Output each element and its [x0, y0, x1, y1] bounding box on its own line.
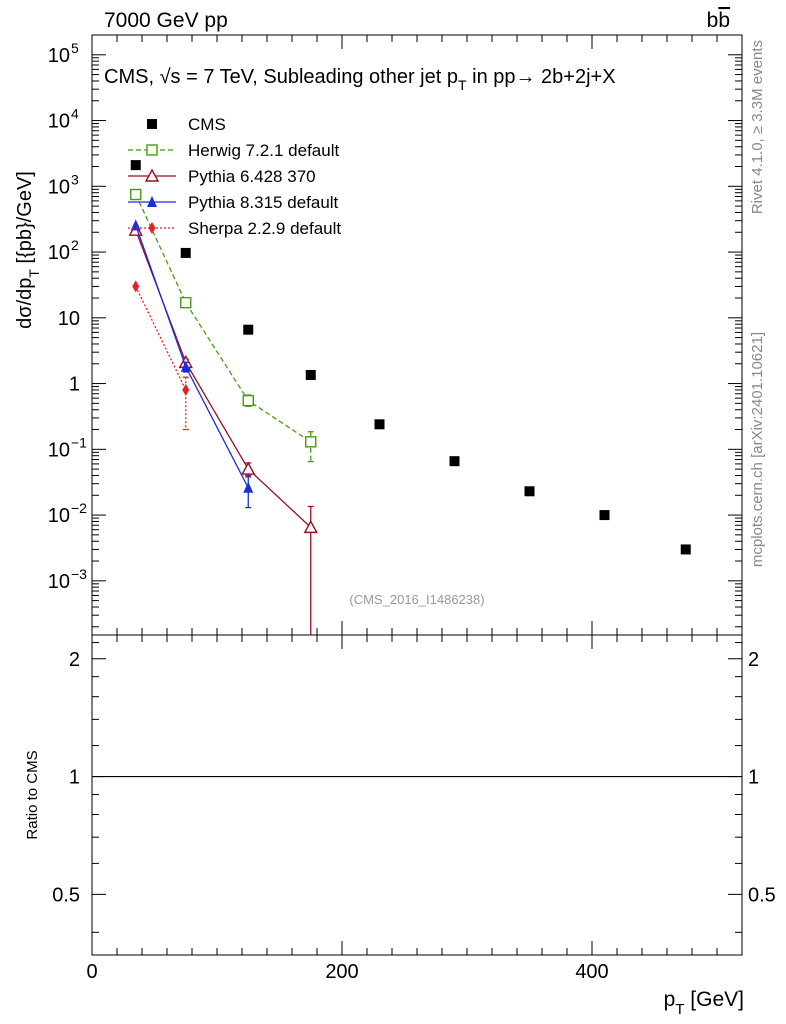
data-point [130, 160, 141, 171]
ylabel-sub: T [26, 269, 42, 278]
ylabel-rest: [{pb}/GeV] [14, 171, 36, 269]
ratio-tick-label: 0.5 [52, 884, 80, 906]
header-left: 7000 GeV pp [104, 9, 228, 32]
data-point [130, 188, 142, 201]
series-cms [130, 160, 691, 555]
legend-label: CMS [188, 115, 226, 134]
x-axis-label: pT [GeV] [664, 988, 744, 1018]
plot-title: CMS, √s = 7 TeV, Subleading other jet pT… [104, 66, 616, 93]
ratio-tick-label-right: 2 [748, 649, 759, 671]
ratio-y-axis-label: Ratio to CMS [24, 750, 41, 839]
data-point [243, 324, 254, 335]
data-point [241, 461, 256, 475]
series-pythia8 [130, 219, 254, 509]
y-tick-label: 10 [48, 176, 70, 198]
y-tick-exponent: 5 [71, 40, 79, 56]
title-text: s = 7 TeV, Subleading other jet p [171, 66, 458, 88]
data-point [242, 394, 254, 407]
title-subscript: T [458, 77, 467, 93]
legend: CMS Herwig 7.2.1 default Pythia 6.428 370 P… [128, 115, 341, 238]
header-right: bb [707, 9, 730, 32]
y-tick-exponent: 4 [71, 106, 79, 122]
series-line [135, 194, 312, 443]
xlabel-rest: [GeV] [684, 988, 744, 1011]
x-tick-label: 400 [575, 961, 608, 983]
ratio-plot-frame [91, 634, 743, 956]
header-right-bbar: b [718, 9, 730, 32]
ratio-tick-label-right: 1 [748, 767, 759, 789]
ratio-tick-label-right: 0.5 [748, 884, 776, 906]
data-point [182, 383, 190, 396]
legend-label: Pythia 8.315 default [188, 193, 339, 212]
data-point [449, 456, 460, 467]
ratio-tick-label: 2 [69, 649, 80, 671]
analysis-tag: (CMS_2016_I1486238) [349, 592, 484, 607]
y-tick-exponent: −3 [71, 566, 87, 582]
title-prefix: CMS, [104, 66, 160, 88]
xlabel-sub: T [675, 1001, 684, 1018]
series-sherpa [132, 280, 190, 431]
data-point [599, 510, 610, 521]
y-tick-label: 10 [48, 439, 70, 461]
x-tick-label: 0 [86, 961, 97, 983]
y-axis-label: dσ/dpT [{pb}/GeV] [14, 171, 42, 329]
ratio-tick-label: 1 [69, 767, 80, 789]
legend-label: Pythia 6.428 370 [188, 167, 316, 186]
y-tick-exponent: −1 [71, 434, 87, 450]
data-point [180, 247, 191, 258]
y-tick-exponent: −2 [71, 500, 87, 516]
rivet-version-label: Rivet 4.1.0, ≥ 3.3M events [749, 40, 766, 214]
y-tick-label: 1 [69, 374, 80, 396]
data-point [130, 219, 141, 231]
legend-label: Sherpa 2.2.9 default [188, 219, 341, 238]
data-point [374, 419, 385, 430]
data-point [180, 360, 191, 372]
data-series [128, 160, 691, 635]
data-point [524, 486, 535, 497]
data-point [305, 436, 317, 448]
xlabel-main: p [664, 988, 676, 1011]
title-sqrt: √ [160, 66, 171, 88]
mcplots-label: mcplots.cern.ch [arXiv:2401.10621] [749, 332, 766, 567]
ylabel-main: dσ/dp [14, 278, 36, 329]
data-point [680, 544, 691, 555]
data-point [303, 519, 318, 534]
series-line [135, 225, 249, 489]
series-herwig [130, 188, 317, 463]
title-suffix: in pp→ 2b+2j+X [467, 66, 616, 88]
y-tick-exponent: 2 [71, 237, 79, 253]
data-point [180, 296, 192, 309]
data-point [146, 144, 158, 156]
y-tick-label: 10 [58, 308, 80, 330]
data-point [132, 280, 140, 293]
data-point [147, 119, 157, 129]
data-point [147, 196, 157, 207]
legend-label: Herwig 7.2.1 default [188, 141, 339, 160]
y-tick-label: 10 [48, 505, 70, 527]
data-point [305, 369, 316, 380]
x-tick-label: 200 [325, 961, 358, 983]
y-tick-exponent: 3 [71, 171, 79, 187]
series-line [135, 229, 312, 528]
y-tick-label: 10 [48, 111, 70, 133]
data-point [243, 481, 254, 493]
series-line [135, 286, 187, 391]
data-point [144, 168, 160, 182]
data-point [148, 222, 156, 234]
y-tick-label: 10 [48, 242, 70, 264]
y-tick-label: 10 [48, 571, 70, 593]
y-tick-label: 10 [48, 45, 70, 67]
